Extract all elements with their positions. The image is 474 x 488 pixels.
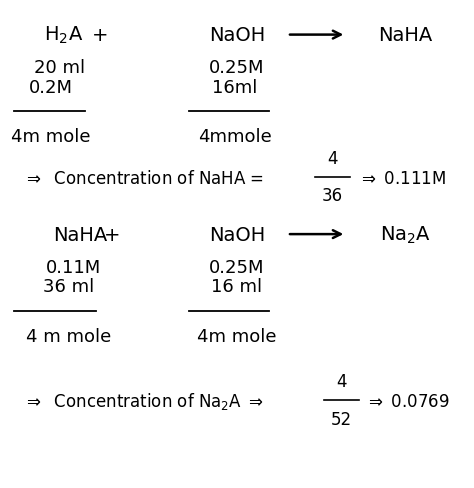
Text: +: + — [104, 225, 120, 244]
Text: 4mmole: 4mmole — [198, 128, 272, 146]
Text: 0.11M: 0.11M — [46, 259, 101, 276]
Text: 0.2M: 0.2M — [28, 79, 73, 97]
Text: H$_2$A: H$_2$A — [44, 25, 83, 46]
Text: 4m mole: 4m mole — [11, 128, 90, 146]
Text: $\Rightarrow$  Concentration of NaHA =: $\Rightarrow$ Concentration of NaHA = — [23, 169, 266, 187]
Text: NaHA: NaHA — [378, 26, 432, 45]
Text: 16ml: 16ml — [212, 79, 257, 97]
Text: 36: 36 — [322, 187, 343, 205]
Text: 0.25M: 0.25M — [209, 259, 265, 276]
Text: $\Rightarrow$ 0.111M: $\Rightarrow$ 0.111M — [357, 169, 446, 187]
Text: Na$_2$A: Na$_2$A — [380, 224, 431, 245]
Text: 36 ml: 36 ml — [43, 278, 94, 296]
Text: 4 m mole: 4 m mole — [26, 327, 111, 345]
Text: 4: 4 — [328, 150, 338, 168]
Text: NaOH: NaOH — [209, 225, 265, 244]
Text: 52: 52 — [331, 410, 352, 428]
Text: NaHA: NaHA — [53, 225, 107, 244]
Text: 20 ml: 20 ml — [34, 60, 85, 77]
Text: $\Rightarrow$ 0.0769: $\Rightarrow$ 0.0769 — [365, 392, 450, 410]
Text: 0.25M: 0.25M — [209, 60, 265, 77]
Text: 4: 4 — [337, 372, 347, 390]
Text: 16 ml: 16 ml — [211, 278, 263, 296]
Text: $\Rightarrow$  Concentration of Na$_2$A $\Rightarrow$: $\Rightarrow$ Concentration of Na$_2$A $… — [23, 390, 264, 411]
Text: +: + — [92, 26, 109, 45]
Text: NaOH: NaOH — [209, 26, 265, 45]
Text: 4m mole: 4m mole — [197, 327, 277, 345]
